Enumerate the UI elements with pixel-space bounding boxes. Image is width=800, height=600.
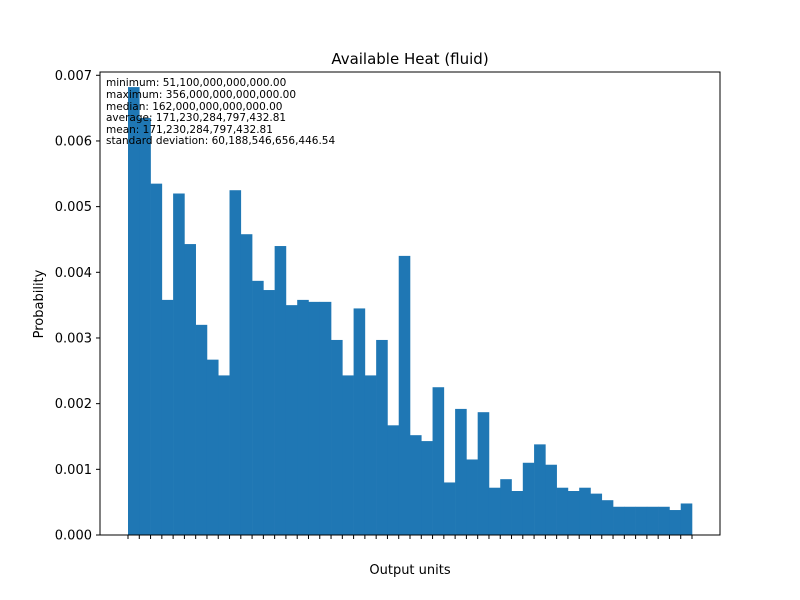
histogram-bar [150, 183, 163, 535]
y-tick-label: 0.002 [55, 397, 92, 412]
histogram-bar [184, 244, 196, 535]
histogram-bar [624, 506, 636, 535]
histogram-bar [500, 479, 512, 535]
histogram-bar [128, 87, 140, 535]
histogram-bar [387, 425, 400, 535]
y-tick-label: 0.004 [55, 266, 92, 281]
y-tick-label: 0.007 [55, 69, 92, 84]
histogram-bar [331, 339, 343, 535]
histogram-bar [319, 301, 332, 535]
histogram-bar [218, 375, 230, 535]
histogram-bar [455, 408, 467, 535]
histogram-bar [161, 299, 174, 535]
y-ticks-group: 0.000 0.001 0.002 0.003 0.004 0.005 0.006 0.007 [55, 69, 100, 544]
stat-maximum: maximum: 356,000,000,000,000.00 [106, 89, 296, 101]
histogram-bar [590, 493, 603, 535]
plot-frame [99, 71, 721, 536]
histogram-bar [567, 491, 580, 535]
histogram-bar [308, 301, 321, 535]
stat-standard-deviation: standard deviation: 60,188,546,656,446.5… [106, 135, 335, 147]
histogram-bar [139, 117, 151, 535]
histogram-bar [421, 441, 433, 535]
histogram-bar [274, 246, 287, 536]
histogram-bar [534, 444, 546, 535]
histogram-bar [240, 234, 253, 535]
x-axis-label: Output units [369, 563, 450, 578]
y-axis-label: Probability [32, 269, 47, 338]
histogram-bar [601, 500, 614, 535]
stat-average: average: 171,230,284,797,432.81 [106, 112, 286, 124]
histogram-bar [477, 412, 490, 535]
histogram-bar [297, 299, 309, 535]
y-tick-label: 0.005 [55, 200, 92, 215]
y-tick-label: 0.001 [55, 463, 92, 478]
histogram-bar [545, 464, 557, 535]
histogram-bar [646, 506, 659, 535]
bars-group [128, 87, 693, 536]
histogram-bar [195, 324, 208, 535]
histogram-bar [511, 491, 524, 535]
histogram-bar [432, 387, 445, 535]
histogram-bar [263, 290, 275, 535]
histogram-bar [206, 359, 219, 535]
histogram-bar [285, 305, 298, 535]
histogram-bar [613, 506, 625, 535]
histogram-bar [376, 339, 388, 535]
histogram-bar [635, 506, 648, 535]
y-tick-label: 0.003 [55, 331, 92, 346]
stats-box: minimum: 51,100,000,000,000.00 maximum: … [106, 77, 335, 147]
histogram-bar [443, 482, 456, 535]
histogram-bar [579, 487, 591, 535]
y-tick-label: 0.000 [55, 529, 92, 544]
histogram-bar [398, 255, 411, 535]
histogram-bar [488, 487, 501, 535]
histogram-bar [466, 459, 478, 535]
stat-minimum: minimum: 51,100,000,000,000.00 [106, 77, 286, 89]
y-tick-label: 0.006 [55, 134, 92, 149]
stat-mean: mean: 171,230,284,797,432.81 [106, 124, 273, 136]
chart-title: Available Heat (fluid) [331, 50, 488, 68]
histogram-bar [658, 506, 670, 535]
histogram-bar [173, 193, 185, 535]
stat-median: median: 162,000,000,000,000.00 [106, 101, 283, 113]
histogram-bar [410, 435, 422, 535]
histogram-bar [364, 375, 377, 535]
x-ticks-group [127, 535, 693, 539]
histogram-bar [680, 503, 693, 535]
histogram-bar [353, 308, 366, 535]
histogram-bar [669, 510, 682, 535]
histogram-bar [229, 190, 242, 535]
histogram-bar [522, 462, 535, 535]
histogram-bar [556, 487, 569, 535]
histogram-bar [342, 375, 354, 535]
histogram-bar [252, 280, 264, 535]
